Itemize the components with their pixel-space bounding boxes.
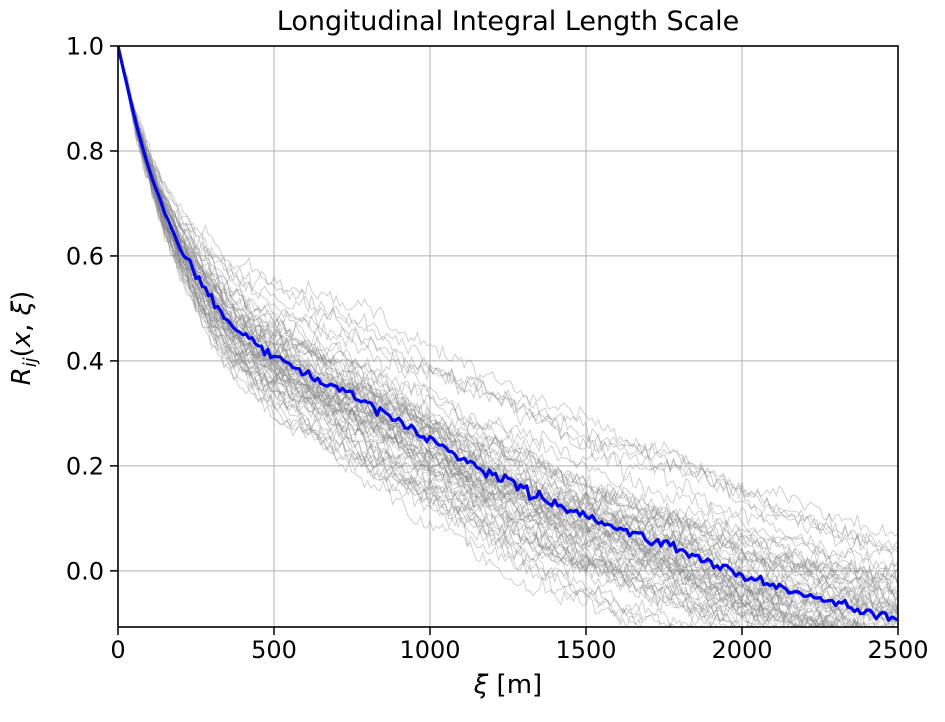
ensemble-curve — [118, 46, 838, 627]
x-axis-label-unit: [m] — [488, 670, 543, 700]
ensemble-curve — [118, 46, 898, 553]
y-tick-label: 0.6 — [66, 242, 104, 270]
ensemble-curve — [118, 46, 898, 627]
ensemble-curve — [118, 46, 800, 627]
ensemble-curve — [118, 46, 644, 627]
ensemble-curve — [118, 46, 898, 586]
ensemble-curve — [118, 46, 893, 627]
ensemble-curve — [118, 46, 898, 557]
ensemble-curve — [118, 46, 852, 627]
ensemble-curve — [118, 46, 863, 627]
ensemble-curve — [118, 46, 898, 612]
ensemble-curve — [118, 46, 736, 627]
tick-labels: 0 500 1000 1500 2000 2500 0.0 0.2 0.4 0.6 0.8 1.0 — [66, 33, 929, 665]
ensemble-curve — [118, 46, 857, 627]
ensemble-curve — [118, 46, 780, 627]
ensemble-curve — [118, 46, 876, 627]
x-tick-label: 0 — [110, 636, 125, 664]
ensemble-curve — [118, 46, 898, 593]
ensemble-curve — [118, 46, 898, 627]
ensemble-curve — [118, 46, 784, 627]
ensemble-curve — [118, 46, 868, 627]
y-tick-label: 0.8 — [66, 137, 104, 165]
y-axis-label: Rij(x, ξ) — [6, 290, 42, 386]
x-tick-label: 2000 — [711, 636, 772, 664]
ensemble-curve — [118, 46, 898, 575]
ensemble-curve — [118, 46, 898, 613]
ensemble-curve — [118, 46, 898, 603]
ensemble-curve — [118, 46, 898, 627]
ensemble-curve — [118, 46, 898, 625]
ensemble-curve — [118, 46, 757, 627]
ensemble-curve — [118, 46, 828, 627]
ensemble-curve — [118, 46, 874, 627]
axes-spines — [117, 45, 899, 628]
ensemble-curve — [118, 46, 673, 627]
x-axis-label: ξ [m] — [118, 670, 898, 700]
tick-marks — [110, 45, 899, 635]
ensemble-curve — [118, 46, 642, 627]
ensemble-curve — [118, 46, 741, 627]
x-tick-label: 500 — [251, 636, 297, 664]
ensemble-curve — [118, 46, 898, 599]
ensemble-curve — [118, 46, 856, 627]
y-tick-label: 0.4 — [66, 347, 104, 375]
y-tick-label: 0.2 — [66, 452, 104, 480]
ensemble-curve — [118, 46, 797, 627]
x-tick-label: 2500 — [867, 636, 928, 664]
ensemble-curve — [118, 46, 728, 627]
ensemble-curve — [118, 46, 898, 568]
ensemble-curve — [118, 46, 895, 627]
chart-title: Longitudinal Integral Length Scale — [276, 6, 740, 37]
ensemble-curve — [118, 46, 898, 561]
x-tick-label: 1500 — [555, 636, 616, 664]
y-tick-label: 0.0 — [66, 557, 104, 585]
ensemble-curve — [118, 46, 898, 537]
ensemble-curve — [118, 46, 898, 583]
ensemble-curve — [118, 46, 898, 584]
ensemble-curve — [118, 46, 898, 621]
grid — [117, 45, 899, 627]
mean-curve-group — [118, 46, 898, 622]
ensemble-curve — [118, 46, 898, 617]
ensemble-curve — [118, 46, 898, 606]
ensemble-curve — [118, 46, 898, 594]
ensemble-curve — [118, 46, 766, 627]
mean-curve — [118, 46, 898, 622]
ensemble-curve — [118, 46, 877, 627]
ensemble-curve — [118, 46, 898, 617]
ensemble-curve — [118, 46, 898, 590]
x-axis-label-symbol: ξ — [473, 670, 489, 700]
ensemble-curve — [118, 46, 898, 624]
ensemble-curve — [118, 46, 898, 625]
ensemble-curve — [118, 46, 825, 627]
x-tick-label: 1000 — [399, 636, 460, 664]
ensemble-curve — [118, 46, 898, 618]
y-tick-label: 1.0 — [66, 33, 104, 61]
ensemble-curve — [118, 46, 898, 571]
ensemble-curve — [118, 46, 811, 627]
ensemble-curve — [118, 46, 713, 627]
